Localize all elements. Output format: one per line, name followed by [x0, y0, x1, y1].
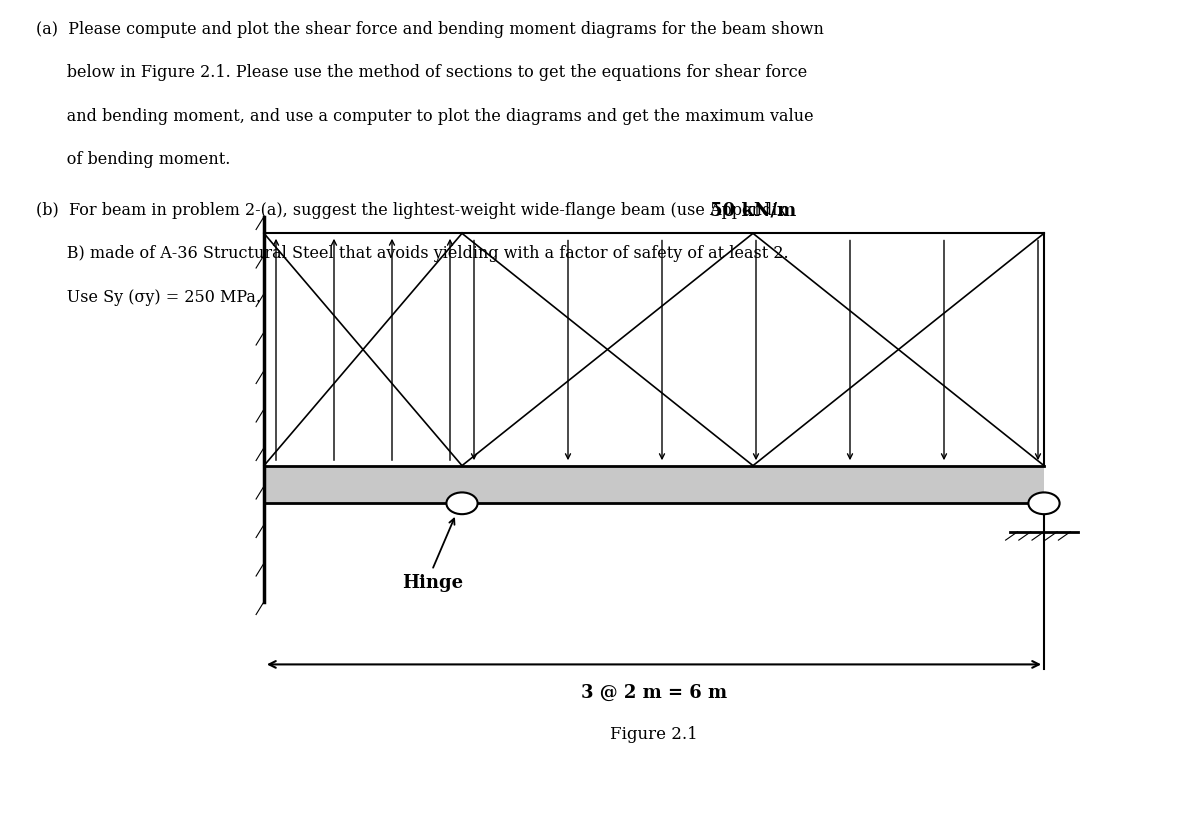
- Text: Hinge: Hinge: [402, 573, 463, 591]
- Bar: [264, 466, 1044, 503]
- Text: (b)  For beam in problem 2-(a), suggest the lightest-weight wide-flange beam (us: (b) For beam in problem 2-(a), suggest t…: [36, 201, 786, 218]
- Circle shape: [1028, 493, 1060, 514]
- Text: of bending moment.: of bending moment.: [36, 151, 230, 168]
- Text: Use Sy (σy) = 250 MPa.: Use Sy (σy) = 250 MPa.: [36, 288, 262, 305]
- Text: 50 kN/m: 50 kN/m: [710, 201, 796, 219]
- Text: B) made of A-36 Structural Steel that avoids yielding with a factor of safety of: B) made of A-36 Structural Steel that av…: [36, 245, 788, 262]
- Text: (a)  Please compute and plot the shear force and bending moment diagrams for the: (a) Please compute and plot the shear fo…: [36, 21, 824, 38]
- Circle shape: [446, 493, 478, 514]
- Text: Figure 2.1: Figure 2.1: [610, 725, 698, 742]
- Text: below in Figure 2.1. Please use the method of sections to get the equations for : below in Figure 2.1. Please use the meth…: [36, 64, 808, 81]
- Text: and bending moment, and use a computer to plot the diagrams and get the maximum : and bending moment, and use a computer t…: [36, 108, 814, 125]
- Text: 3 @ 2 m = 6 m: 3 @ 2 m = 6 m: [581, 683, 727, 701]
